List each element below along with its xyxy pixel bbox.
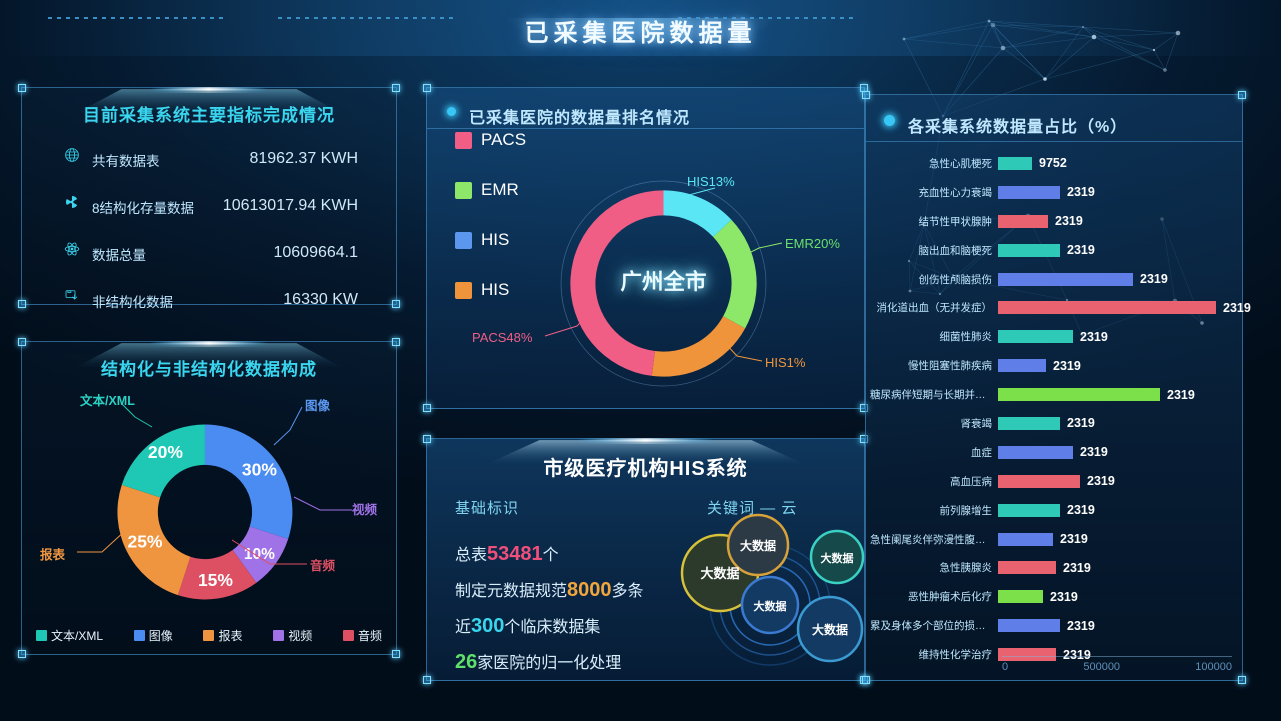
svg-text:15%: 15% [198,570,233,590]
svg-text:10%: 10% [244,546,275,563]
svg-text:大数据: 大数据 [754,599,787,613]
svg-text:20%: 20% [148,442,183,462]
svg-text:大数据: 大数据 [700,566,739,581]
svg-text:25%: 25% [127,532,162,552]
svg-text:大数据: 大数据 [812,622,848,637]
svg-text:大数据: 大数据 [821,551,854,565]
svg-text:30%: 30% [242,460,277,480]
svg-text:大数据: 大数据 [740,538,776,553]
